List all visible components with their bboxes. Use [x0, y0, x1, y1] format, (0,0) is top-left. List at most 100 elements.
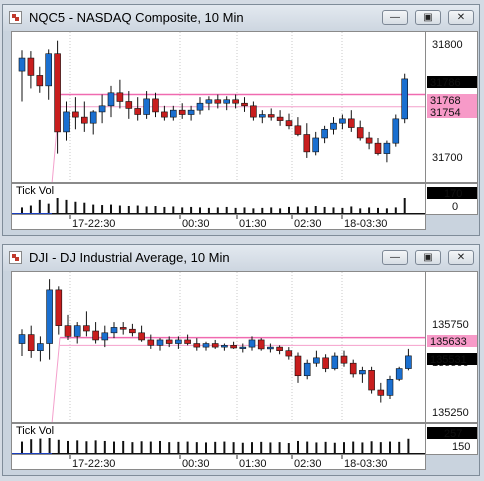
- price-tag-label: 135531: [430, 354, 467, 366]
- candle-body: [116, 92, 124, 102]
- price-axis[interactable]: 135750135500135250135633135531: [426, 271, 478, 423]
- candle-body: [18, 57, 26, 72]
- candle-body: [349, 362, 357, 375]
- candle-body: [187, 109, 195, 115]
- time-label: 02:30: [294, 218, 322, 230]
- candle-body: [223, 99, 230, 104]
- time-axis[interactable]: 17-22:30 00:30 01:30 02:30 18-03:30: [11, 215, 426, 230]
- candle-body: [303, 134, 311, 153]
- candle-body: [138, 332, 145, 341]
- volume-bars: [12, 438, 425, 454]
- candle-body: [110, 327, 118, 334]
- chart-app-icon: [9, 251, 22, 264]
- candle-body: [143, 98, 150, 115]
- volume-axis[interactable]: 257 150: [426, 423, 478, 455]
- candle-body: [119, 327, 127, 330]
- candle-body: [401, 78, 409, 120]
- price-tick-label: 135250: [432, 407, 469, 419]
- candle-body: [294, 125, 302, 135]
- candle-body: [46, 289, 53, 344]
- candle-body: [285, 120, 293, 127]
- candle-body: [214, 99, 222, 104]
- candle-body: [72, 111, 79, 118]
- price-chart[interactable]: [11, 271, 426, 423]
- candle-body: [313, 357, 320, 364]
- candle-body: [303, 362, 311, 377]
- candle-body: [257, 339, 265, 350]
- minimize-button[interactable]: —: [382, 10, 408, 25]
- candle-body: [147, 339, 155, 346]
- candle-body: [27, 57, 35, 76]
- close-button[interactable]: ✕: [448, 250, 474, 265]
- candle-body: [45, 53, 53, 87]
- candle-body: [321, 128, 328, 139]
- volume-bars: [12, 198, 425, 214]
- chart-window-nasdaq[interactable]: NQC5 - NASDAQ Composite, 10 Min — ▣ ✕ 31…: [2, 4, 480, 236]
- candle-body: [322, 357, 329, 369]
- candle-body: [178, 109, 186, 115]
- restore-button[interactable]: ▣: [415, 10, 441, 25]
- candle-body: [239, 346, 247, 349]
- candle-body: [125, 101, 133, 109]
- candle-body: [193, 343, 201, 348]
- candle-body: [285, 350, 293, 357]
- close-button[interactable]: ✕: [448, 10, 474, 25]
- candle-body: [356, 127, 364, 139]
- candle-body: [383, 142, 391, 154]
- time-axis-labels: 17-22:30 00:30 01:30 02:30 18-03:30: [69, 455, 387, 470]
- window-titlebar[interactable]: DJI - DJ Industrial Average, 10 Min — ▣ …: [3, 245, 479, 271]
- volume-tag-label: 170: [444, 188, 462, 200]
- candle-body: [250, 105, 257, 118]
- volume-axis[interactable]: 170 0: [426, 183, 478, 215]
- candle-body: [368, 370, 375, 391]
- volume-tag-label: 257: [444, 428, 462, 440]
- candle-body: [165, 339, 173, 344]
- price-tag-label: 31768: [430, 95, 461, 107]
- time-label: 00:30: [182, 458, 210, 470]
- candle-body: [276, 116, 284, 121]
- candle-body: [37, 343, 44, 351]
- chart-app-icon: [9, 11, 22, 24]
- price-tag-label: 31754: [430, 107, 461, 119]
- candle-body: [259, 114, 266, 118]
- candle-body: [232, 99, 239, 104]
- price-chart[interactable]: [11, 31, 426, 183]
- candle-body: [161, 111, 168, 118]
- candle-body: [196, 102, 204, 111]
- candle-body: [89, 111, 97, 124]
- time-label: 17-22:30: [72, 218, 115, 230]
- candle-body: [134, 108, 141, 115]
- candlestick-plot: [18, 272, 425, 422]
- time-label: 18-03:30: [344, 458, 387, 470]
- volume-panel[interactable]: Tick Vol: [11, 183, 426, 215]
- time-label: 02:30: [294, 458, 322, 470]
- session-bar: [52, 213, 425, 214]
- candle-body: [230, 345, 237, 349]
- price-tag: [427, 76, 477, 88]
- volume-panel[interactable]: Tick Vol: [11, 423, 426, 455]
- reference-line: [51, 337, 61, 422]
- time-axis[interactable]: 17-22:30 00:30 01:30 02:30 18-03:30: [11, 455, 426, 470]
- candle-body: [81, 116, 88, 124]
- candle-body: [54, 53, 61, 133]
- chart-window-dji[interactable]: DJI - DJ Industrial Average, 10 Min — ▣ …: [2, 244, 480, 476]
- candle-body: [101, 332, 109, 341]
- minimize-button[interactable]: —: [382, 250, 408, 265]
- candle-body: [267, 346, 274, 350]
- session-marker: [12, 213, 52, 214]
- price-axis[interactable]: 31800 31700 31786 31768 31754: [426, 31, 478, 183]
- window-titlebar[interactable]: NQC5 - NASDAQ Composite, 10 Min — ▣ ✕: [3, 5, 479, 31]
- price-tag-label: 135633: [430, 336, 467, 348]
- candle-body: [392, 118, 400, 144]
- time-label: 18-03:30: [344, 218, 387, 230]
- candle-body: [63, 111, 70, 133]
- candle-body: [83, 325, 90, 332]
- candle-body: [248, 339, 256, 348]
- volume-label: Tick Vol: [16, 425, 55, 437]
- candle-body: [18, 334, 26, 344]
- candle-body: [386, 378, 394, 396]
- candlestick-plot: [18, 32, 425, 182]
- candle-body: [365, 137, 373, 144]
- time-label: 01:30: [239, 458, 267, 470]
- restore-button[interactable]: ▣: [415, 250, 441, 265]
